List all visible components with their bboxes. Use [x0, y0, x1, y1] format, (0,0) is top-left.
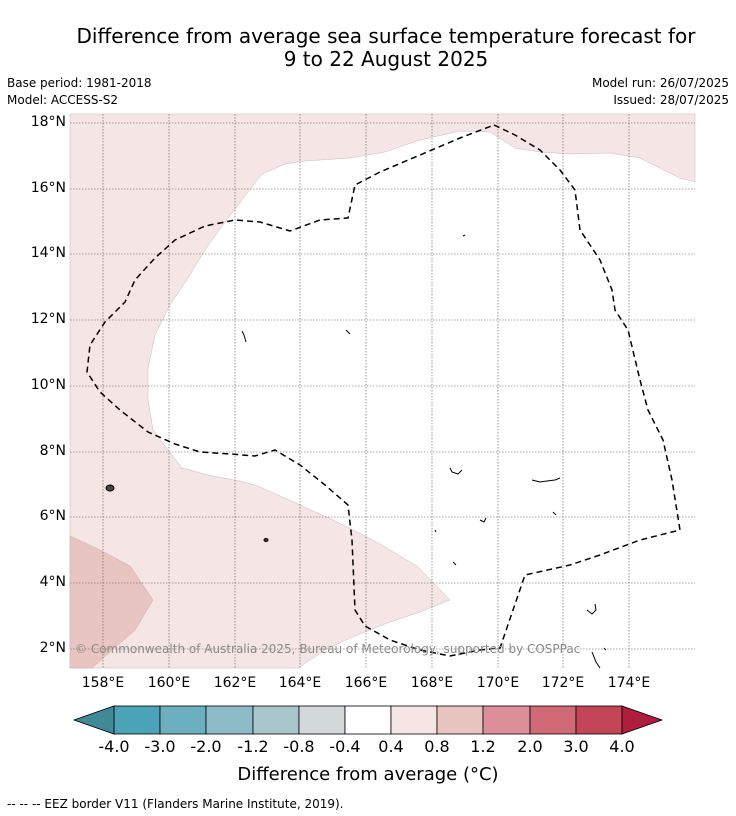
longitude-tick-label: 158°E	[81, 675, 125, 691]
colorbar-tick-label: -3.0	[144, 737, 176, 756]
island	[105, 484, 115, 492]
base-period: Base period: 1981-2018	[7, 76, 152, 90]
colorbar-segment	[113, 705, 161, 735]
colorbar-title: Difference from average (°C)	[237, 764, 499, 785]
longitude-tick-label: 168°E	[410, 675, 454, 691]
colorbar-segment	[344, 705, 392, 735]
colorbar-segment	[575, 705, 623, 735]
island	[241, 330, 247, 343]
copyright-notice: © Commonwealth of Australia 2025, Bureau…	[75, 642, 581, 656]
longitude-tick-label: 166°E	[344, 675, 388, 691]
latitude-tick-label: 10°N	[30, 377, 66, 393]
colorbar-segment	[529, 705, 577, 735]
longitude-tick-label: 162°E	[213, 675, 257, 691]
island	[434, 529, 437, 533]
colorbar-segment	[252, 705, 300, 735]
latitude-tick-label: 2°N	[39, 640, 66, 656]
latitude-tick-label: 8°N	[39, 443, 66, 459]
longitude-tick-label: 174°E	[607, 675, 651, 691]
colorbar-tick-label: -0.4	[329, 737, 361, 756]
colorbar-tick-label: -4.0	[98, 737, 130, 756]
longitude-tick-label: 172°E	[541, 675, 585, 691]
island	[586, 603, 597, 615]
colorbar-segment	[298, 705, 346, 735]
latitude-tick-label: 14°N	[30, 245, 66, 261]
eez-border	[86, 124, 681, 657]
latitude-tick-label: 16°N	[30, 180, 66, 196]
colorbar-tick-label: -0.8	[283, 737, 315, 756]
colorbar-tick-label: 4.0	[609, 737, 635, 756]
colorbar-tick-label: 1.2	[470, 737, 496, 756]
anomaly-region-light	[69, 113, 696, 669]
latitude-tick-label: 4°N	[39, 574, 66, 590]
colorbar-segment	[436, 705, 484, 735]
model-run: Model run: 26/07/2025	[591, 76, 729, 90]
colorbar-segment	[482, 705, 531, 735]
island	[552, 511, 557, 516]
colorbar-segment	[159, 705, 207, 735]
model-name: Model: ACCESS-S2	[7, 93, 119, 107]
colorbar-tick-label: -1.2	[237, 737, 269, 756]
longitude-tick-label: 164°E	[278, 675, 322, 691]
latitude-tick-label: 18°N	[30, 114, 66, 130]
colorbar	[72, 705, 664, 735]
latitude-tick-label: 6°N	[39, 508, 66, 524]
issued-date: Issued: 28/07/2025	[613, 93, 729, 107]
island	[462, 234, 466, 237]
island	[345, 329, 351, 335]
colorbar-tick-label: 0.8	[424, 737, 450, 756]
colorbar-tick-label: -2.0	[190, 737, 222, 756]
colorbar-over-arrow	[621, 705, 664, 735]
colorbar-segment	[205, 705, 254, 735]
anomaly-region-medium	[69, 535, 154, 669]
longitude-tick-label: 170°E	[476, 675, 520, 691]
island	[479, 517, 487, 523]
latitude-tick-label: 12°N	[30, 311, 66, 327]
map-title-line2: 9 to 22 August 2025	[283, 47, 489, 71]
colorbar-segment	[390, 705, 438, 735]
island	[531, 477, 561, 483]
colorbar-tick-label: 0.4	[378, 737, 404, 756]
island	[263, 538, 269, 542]
island	[452, 561, 457, 566]
colorbar-under-arrow	[72, 705, 115, 735]
island	[591, 651, 601, 669]
colorbar-tick-label: 3.0	[563, 737, 589, 756]
longitude-tick-label: 160°E	[147, 675, 191, 691]
island	[603, 647, 607, 651]
map-title-line1: Difference from average sea surface temp…	[76, 24, 696, 48]
map-grid	[70, 114, 695, 668]
island	[449, 467, 463, 475]
eez-legend: -- -- -- EEZ border V11 (Flanders Marine…	[7, 797, 344, 811]
colorbar-tick-label: 2.0	[517, 737, 543, 756]
